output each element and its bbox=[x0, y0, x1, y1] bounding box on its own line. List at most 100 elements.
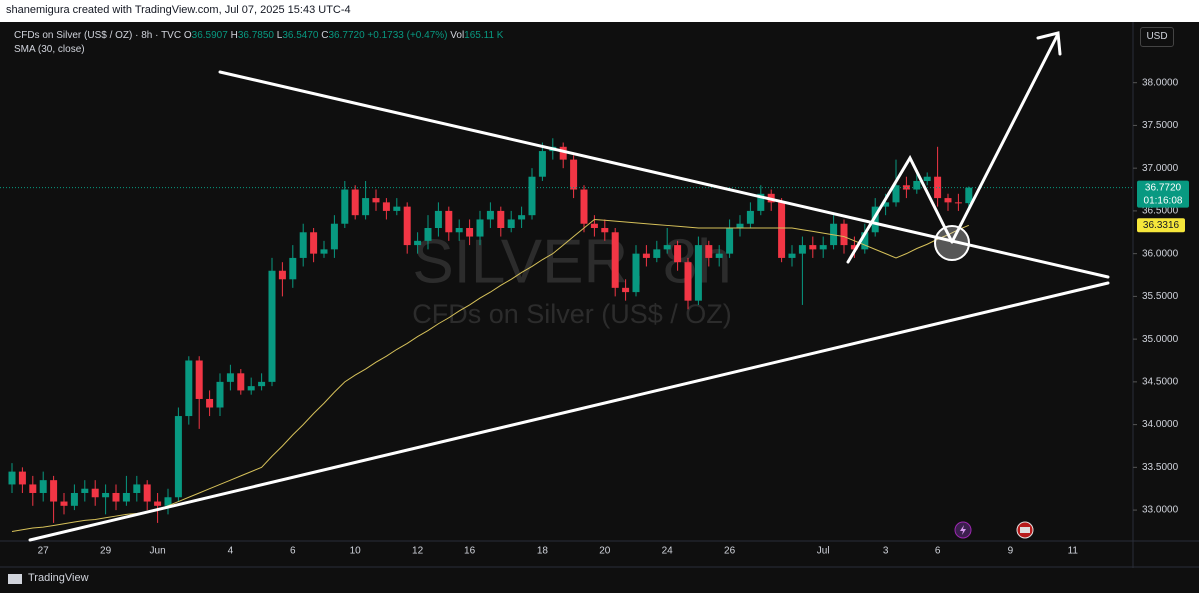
candle-body bbox=[330, 223, 338, 250]
last-price-label: 36.7720 bbox=[1145, 182, 1182, 193]
x-tick-label: 27 bbox=[38, 546, 50, 557]
sma-line bbox=[11, 218, 969, 532]
l-value: 36.5470 bbox=[282, 30, 319, 41]
candle-body bbox=[268, 270, 276, 382]
y-tick-label: 37.5000 bbox=[1142, 120, 1179, 131]
byline-bar bbox=[0, 0, 1199, 22]
candle-body bbox=[809, 245, 817, 250]
legend: CFDs on Silver (US$ / OZ) · 8h · TVC O36… bbox=[14, 30, 503, 41]
candle-body bbox=[455, 228, 463, 233]
candle-body bbox=[601, 228, 609, 233]
candle-body bbox=[923, 176, 931, 181]
candle-body bbox=[580, 189, 588, 224]
last-price-box bbox=[1137, 180, 1189, 208]
candle-body bbox=[726, 228, 734, 254]
candle-body bbox=[497, 210, 505, 229]
candle-body bbox=[663, 245, 671, 250]
candle-body bbox=[528, 176, 536, 216]
y-tick-label: 34.5000 bbox=[1142, 377, 1179, 388]
candle-body bbox=[278, 270, 286, 280]
sma-legend: SMA (30, close) bbox=[14, 44, 85, 55]
flag bbox=[1020, 527, 1030, 533]
candle-body bbox=[70, 492, 78, 506]
candle-body bbox=[403, 206, 411, 246]
candle-body bbox=[684, 262, 692, 301]
byline: shanemigura created with TradingView.com… bbox=[6, 4, 351, 16]
candle-body bbox=[486, 210, 494, 220]
candle-body bbox=[736, 223, 744, 229]
h-value: 36.7850 bbox=[237, 30, 274, 41]
candle-body bbox=[102, 492, 110, 498]
candle-body bbox=[559, 146, 567, 160]
candle-body bbox=[310, 232, 318, 254]
candle-body bbox=[289, 257, 297, 280]
x-tick-label: Jun bbox=[150, 546, 166, 557]
candle-body bbox=[476, 219, 484, 237]
x-tick-label: 11 bbox=[1068, 546, 1079, 557]
candle-body bbox=[258, 381, 266, 387]
y-tick-label: 33.5000 bbox=[1142, 462, 1179, 473]
x-tick-label: 3 bbox=[883, 546, 889, 557]
zigzag bbox=[846, 154, 954, 264]
candle-body bbox=[39, 480, 47, 493]
y-tick-label: 38.0000 bbox=[1142, 77, 1179, 88]
candle-body bbox=[715, 253, 723, 258]
candle-body bbox=[320, 249, 328, 254]
candle-body bbox=[299, 232, 307, 258]
candle-body bbox=[913, 180, 921, 190]
candle-body bbox=[840, 223, 848, 246]
x-tick-label: 9 bbox=[1008, 546, 1014, 557]
candle-body bbox=[705, 245, 713, 258]
candle-body bbox=[174, 416, 182, 498]
candle-body bbox=[143, 484, 151, 502]
candle-body bbox=[206, 398, 214, 408]
x-tick-label: 6 bbox=[290, 546, 296, 557]
candle-body bbox=[466, 228, 474, 237]
candle-body bbox=[164, 497, 172, 506]
y-tick-label: 35.5000 bbox=[1142, 291, 1179, 302]
candle-body bbox=[81, 488, 89, 493]
c-value: 36.7720 bbox=[328, 30, 365, 41]
x-tick-label: 6 bbox=[935, 546, 941, 557]
candle-body bbox=[434, 210, 442, 229]
candle-body bbox=[622, 287, 630, 293]
y-tick-label: 35.0000 bbox=[1142, 334, 1179, 345]
y-tick-label: 34.0000 bbox=[1142, 419, 1179, 430]
candle-body bbox=[882, 202, 890, 207]
candle-body bbox=[226, 373, 234, 382]
plot: 33.0000 33.5000 34.0000 34.5000 35.0000 35.50… bbox=[0, 77, 1189, 557]
candle-body bbox=[934, 176, 942, 199]
candle-body bbox=[216, 381, 224, 408]
change: +0.1733 (+0.47%) bbox=[367, 30, 448, 41]
candle-body bbox=[112, 492, 120, 502]
x-tick-label: 10 bbox=[350, 546, 362, 557]
x-tick-label: 24 bbox=[662, 546, 674, 557]
candle-body bbox=[819, 245, 827, 250]
candle-body bbox=[382, 202, 390, 211]
candle-body bbox=[954, 202, 962, 204]
candle-body bbox=[445, 210, 453, 233]
x-tick-label: 18 bbox=[537, 546, 549, 557]
x-tick-label: 16 bbox=[464, 546, 476, 557]
candle-body bbox=[351, 189, 359, 216]
countdown: 01:16:08 bbox=[1144, 195, 1183, 206]
candle-body bbox=[861, 232, 869, 250]
candle-body bbox=[538, 151, 546, 177]
candle-body bbox=[133, 484, 141, 493]
candle-body bbox=[746, 210, 754, 224]
vol: Vol bbox=[450, 30, 465, 41]
candle-body bbox=[965, 187, 973, 204]
sma-price-box bbox=[1137, 218, 1185, 233]
o-value: 36.5907 bbox=[191, 30, 228, 41]
candle-body bbox=[590, 223, 598, 229]
x-tick-label: 4 bbox=[228, 546, 234, 557]
arrow-shaft bbox=[950, 32, 1060, 244]
candle-body bbox=[60, 501, 68, 506]
candle-body bbox=[414, 240, 422, 246]
x-tick-label: 20 bbox=[599, 546, 611, 557]
h: H bbox=[230, 30, 238, 41]
lightning bbox=[960, 525, 966, 535]
candle-body bbox=[237, 373, 245, 391]
currency-button[interactable]: USD bbox=[1140, 27, 1174, 47]
